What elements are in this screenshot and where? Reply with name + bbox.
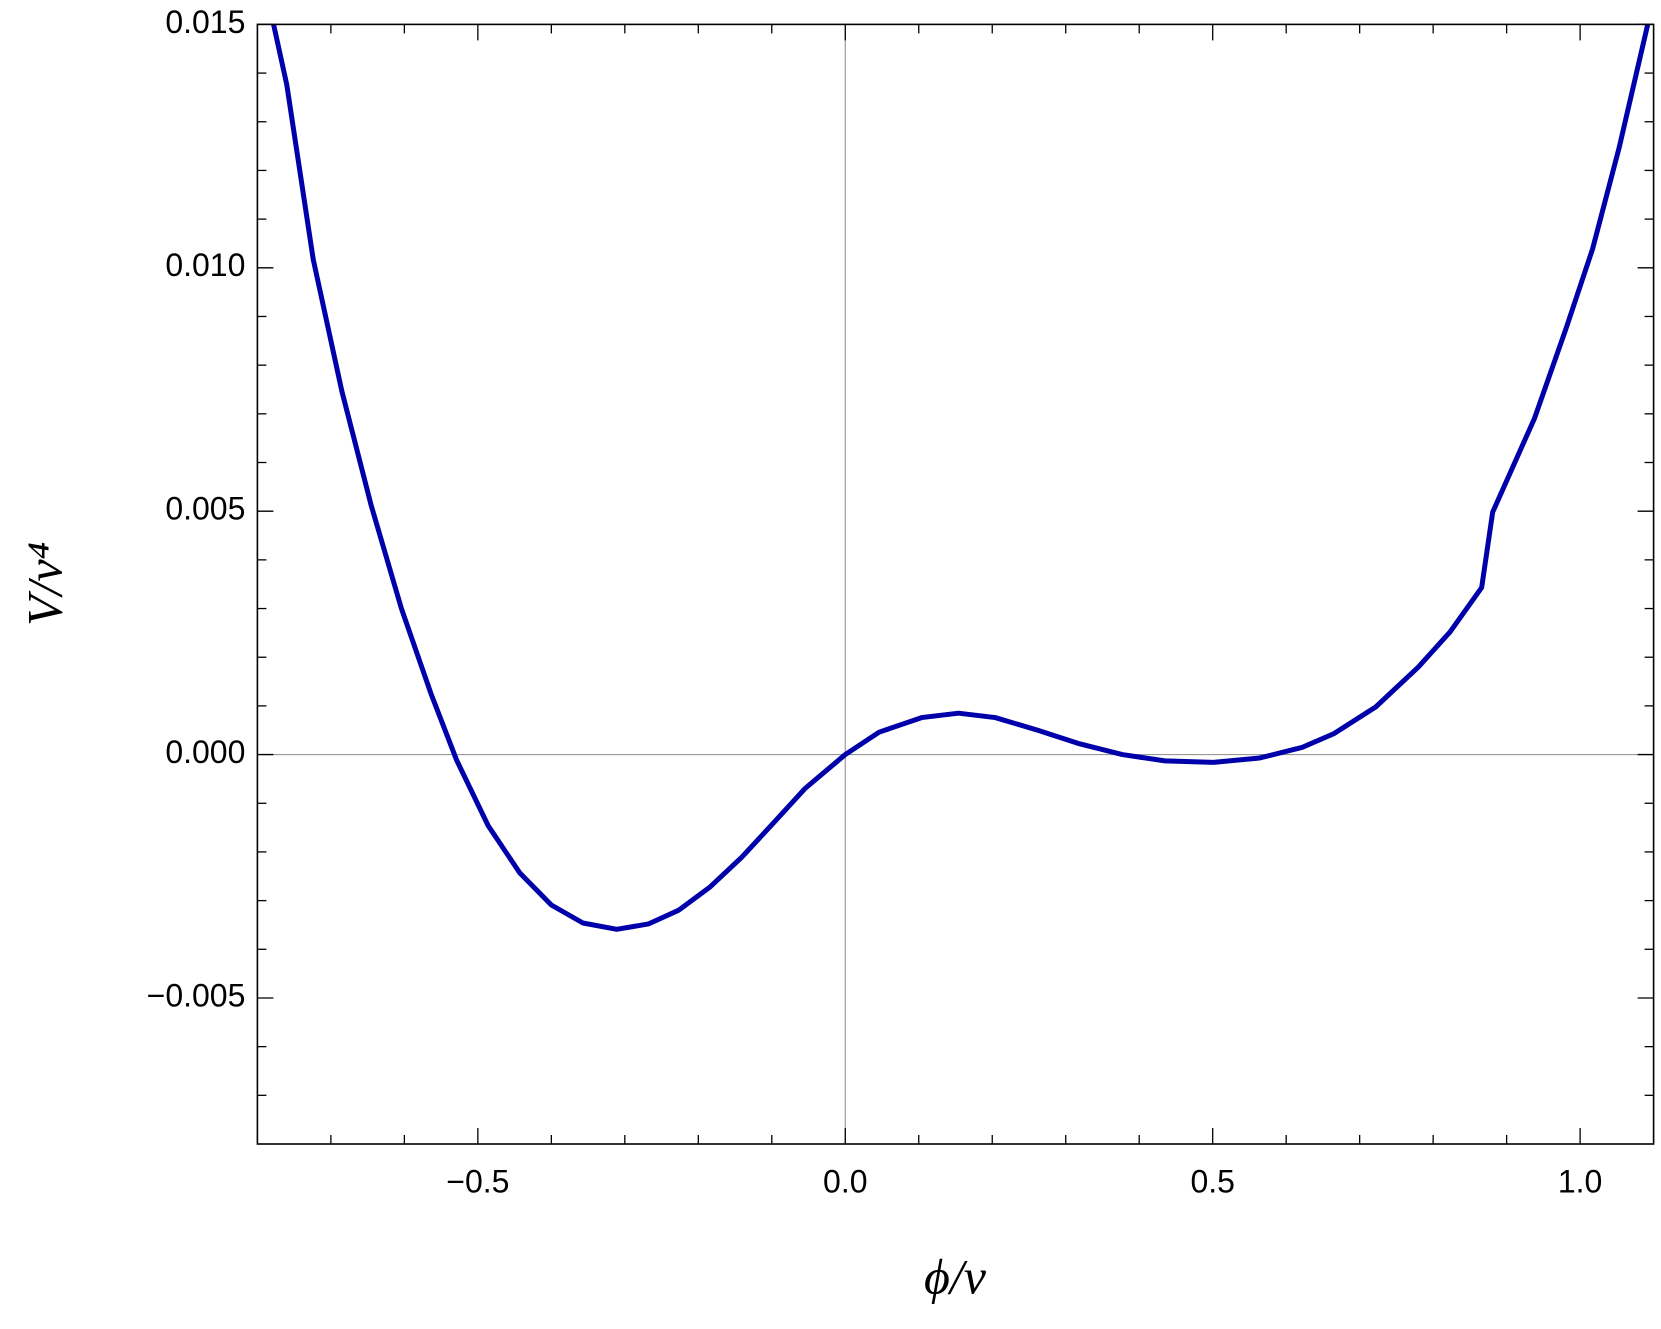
x-axis-title: ϕ/v xyxy=(924,1248,987,1304)
y-tick-label: 0.000 xyxy=(165,734,245,770)
y-tick-label: 0.010 xyxy=(165,247,245,283)
y-axis-title: V/v⁴ xyxy=(16,542,72,626)
y-tick-label: 0.015 xyxy=(165,4,245,40)
y-tick-label: −0.005 xyxy=(147,977,246,1013)
x-tick-label: 0.0 xyxy=(823,1163,867,1199)
x-tick-label: −0.5 xyxy=(446,1163,509,1199)
plot-frame xyxy=(256,23,1655,1145)
y-tick-label: 0.005 xyxy=(165,491,245,527)
curve xyxy=(271,23,1651,932)
x-tick-label: 1.0 xyxy=(1558,1163,1602,1199)
x-tick-label: 0.5 xyxy=(1190,1163,1234,1199)
